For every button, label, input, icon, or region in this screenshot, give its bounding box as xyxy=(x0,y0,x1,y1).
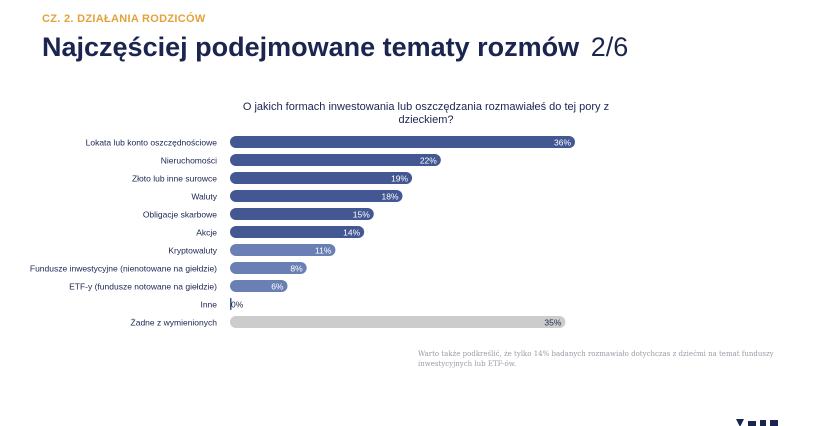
category-label: Fundusze inwestycyjne (nienotowane na gi… xyxy=(30,264,217,274)
value-label: 14% xyxy=(343,228,360,238)
value-label: 18% xyxy=(381,192,398,202)
bar xyxy=(230,172,413,184)
bar xyxy=(230,190,403,202)
value-label: 0% xyxy=(231,300,244,310)
footnote: Warto także podkreślić, że tylko 14% bad… xyxy=(418,350,774,368)
category-label: Lokata lub konto oszczędnościowe xyxy=(86,138,218,148)
bar xyxy=(230,262,307,274)
page-title: Najczęściej podejmowane tematy rozmów 2/… xyxy=(42,30,628,64)
value-label: 11% xyxy=(315,246,332,256)
page-counter: 2/6 xyxy=(590,32,629,62)
value-label: 19% xyxy=(391,174,408,184)
category-label: Akcje xyxy=(196,228,217,238)
value-label: 15% xyxy=(353,210,370,220)
category-label: Waluty xyxy=(191,192,217,202)
page-title-text: Najczęściej podejmowane tematy rozmów xyxy=(42,32,580,62)
bar xyxy=(230,244,336,256)
category-label: Żadne z wymienionych xyxy=(131,318,218,328)
category-label: Obligacje skarbowe xyxy=(143,210,217,220)
bar xyxy=(230,280,288,292)
bar xyxy=(230,136,575,148)
bar xyxy=(230,208,374,220)
chart-question: O jakich formach inwestowania lub oszczę… xyxy=(242,101,610,126)
category-label: ETF-y (fundusze notowane na giełdzie) xyxy=(69,282,217,292)
value-label: 6% xyxy=(271,282,284,292)
bar xyxy=(230,298,232,310)
value-label: 22% xyxy=(420,156,437,166)
category-label: Inne xyxy=(200,300,217,310)
logo-mark xyxy=(736,419,778,426)
bar xyxy=(230,154,441,166)
section-label: CZ. 2. DZIAŁANIA RODZICÓW xyxy=(42,13,206,25)
value-label: 35% xyxy=(544,318,561,328)
category-label: Złoto lub inne surowce xyxy=(132,174,217,184)
category-label: Nieruchomości xyxy=(161,156,217,166)
bar xyxy=(230,316,566,328)
category-label: Kryptowaluty xyxy=(168,246,217,256)
bar xyxy=(230,226,365,238)
value-label: 36% xyxy=(554,138,571,148)
value-label: 8% xyxy=(290,264,303,274)
